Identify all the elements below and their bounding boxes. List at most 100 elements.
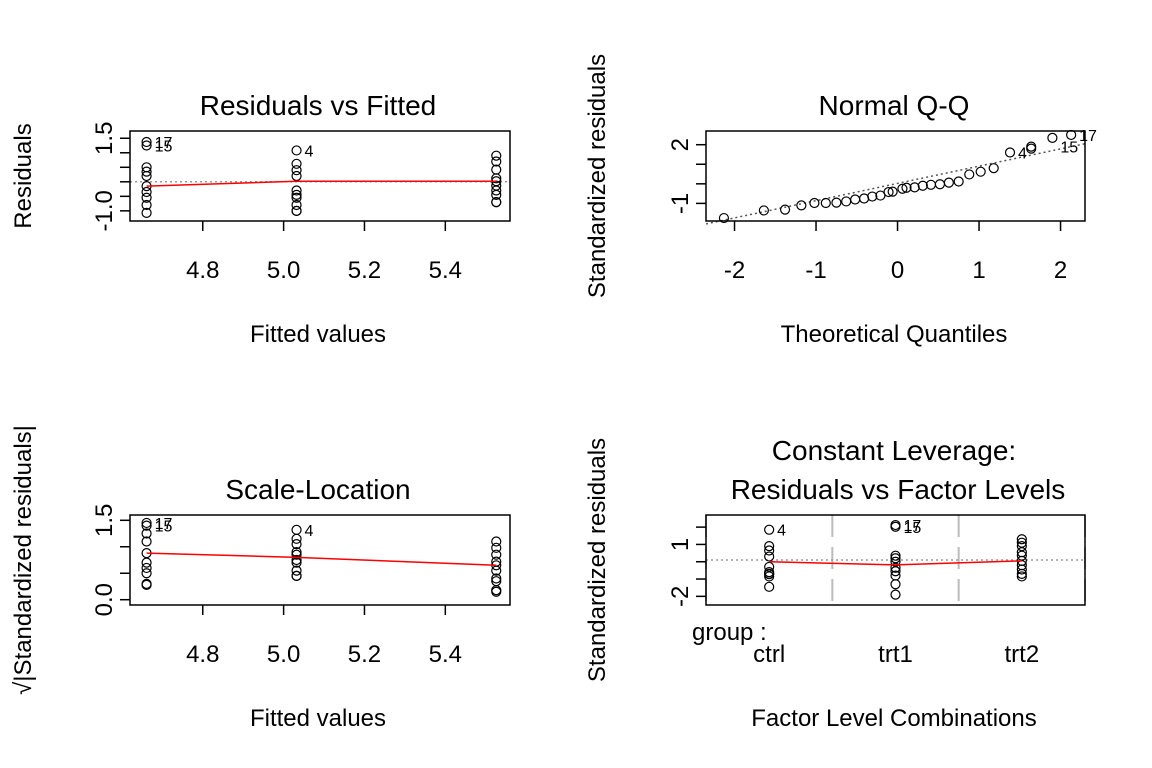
data-point [1016, 568, 1027, 579]
point-label: 4 [777, 523, 786, 540]
x-tick-label: 5.0 [267, 257, 300, 284]
data-point [291, 205, 302, 216]
data-point [491, 189, 502, 200]
x-axis-label: Factor Level Combinations [751, 705, 1036, 732]
data-point [764, 551, 775, 562]
panel-normal-qq: Normal Q-Q Theoretical Quantiles Standar… [584, 54, 1097, 348]
data-point [291, 185, 302, 196]
data-point [141, 520, 152, 531]
x-axis-label: Fitted values [250, 705, 386, 732]
x-tick-label: 0 [891, 257, 904, 284]
data-point [291, 557, 302, 568]
x-tick-label: trt2 [1004, 641, 1039, 668]
x-tick-label: 5.2 [348, 257, 381, 284]
data-point [141, 557, 152, 568]
data-point [141, 140, 152, 151]
data-point [934, 179, 946, 190]
data-point [758, 205, 769, 216]
plot-frame [705, 514, 1086, 606]
smooth-line [146, 552, 497, 567]
data-point [291, 539, 302, 550]
data-point [141, 136, 152, 148]
y-tick-label: 1 [667, 538, 694, 551]
data-point [141, 579, 152, 590]
data-point [291, 165, 302, 176]
data-point [988, 163, 999, 174]
panel-constant-leverage: Constant Leverage: Residuals vs Factor L… [584, 435, 1086, 732]
data-point [890, 579, 901, 590]
data-point [291, 189, 302, 200]
data-point [291, 570, 302, 581]
data-point [291, 158, 302, 169]
data-point [867, 191, 878, 202]
data-point [764, 581, 775, 592]
data-point [850, 194, 861, 205]
data-point [491, 156, 502, 167]
data-point [1026, 143, 1037, 154]
data-point [1016, 564, 1027, 575]
y-axis-label: Standardized residuals [584, 54, 611, 298]
x-tick-label: 2 [1054, 257, 1067, 284]
data-point [141, 528, 152, 539]
x-tick-label: trt1 [878, 641, 913, 668]
data-point [1016, 534, 1027, 545]
y-axis-label: √|Standardized residuals| [10, 425, 37, 695]
data-point [491, 197, 502, 208]
data-point [1026, 141, 1037, 152]
plot-frame [129, 514, 511, 606]
data-point [291, 524, 302, 535]
data-point [883, 186, 894, 198]
point-label: 17 [904, 518, 922, 535]
data-point [491, 536, 502, 547]
data-point [491, 549, 502, 560]
panel-scale-location: Scale-Location Fitted values √|Standardi… [10, 425, 511, 732]
data-point [859, 193, 870, 204]
x-tick-label: 1 [972, 257, 985, 284]
data-point [141, 568, 152, 579]
data-point [917, 180, 928, 191]
smooth-line [769, 560, 1022, 566]
data-point [764, 524, 775, 535]
data-point [975, 166, 986, 177]
data-point [491, 573, 502, 584]
data-point [491, 185, 502, 196]
data-point [491, 565, 502, 576]
data-point [291, 549, 302, 560]
data-point [901, 182, 912, 193]
data-point [291, 546, 302, 558]
data-point [831, 197, 842, 208]
data-point [841, 196, 852, 207]
x-tick-label: -1 [805, 257, 826, 284]
x-tick-label: -2 [724, 257, 745, 284]
data-point [291, 533, 302, 544]
data-point [890, 562, 901, 573]
data-point [820, 197, 831, 209]
y-tick-label: 1.5 [91, 504, 118, 537]
data-point [141, 192, 152, 203]
data-point [764, 545, 775, 556]
data-point [764, 571, 775, 582]
data-point [1047, 132, 1058, 143]
plot-frame [705, 130, 1086, 222]
x-tick-label: 4.8 [186, 257, 219, 284]
data-point [491, 173, 502, 184]
data-point [796, 200, 807, 211]
x-tick-label: ctrl [753, 641, 785, 668]
x-tick-label: 5.4 [429, 641, 462, 668]
data-point [779, 204, 791, 215]
x-tick-label: 5.2 [348, 641, 381, 668]
data-point [291, 170, 302, 182]
data-point [141, 170, 152, 182]
y-tick-label: 1.5 [91, 122, 118, 155]
panel-title: Normal Q-Q [819, 90, 970, 121]
point-label: 15 [155, 519, 173, 536]
panel-title: Scale-Location [225, 474, 410, 505]
data-point [890, 550, 901, 561]
panel-subtitle: Residuals vs Factor Levels [731, 474, 1066, 505]
x-axis-label: Fitted values [250, 321, 386, 348]
smooth-line [146, 180, 497, 187]
